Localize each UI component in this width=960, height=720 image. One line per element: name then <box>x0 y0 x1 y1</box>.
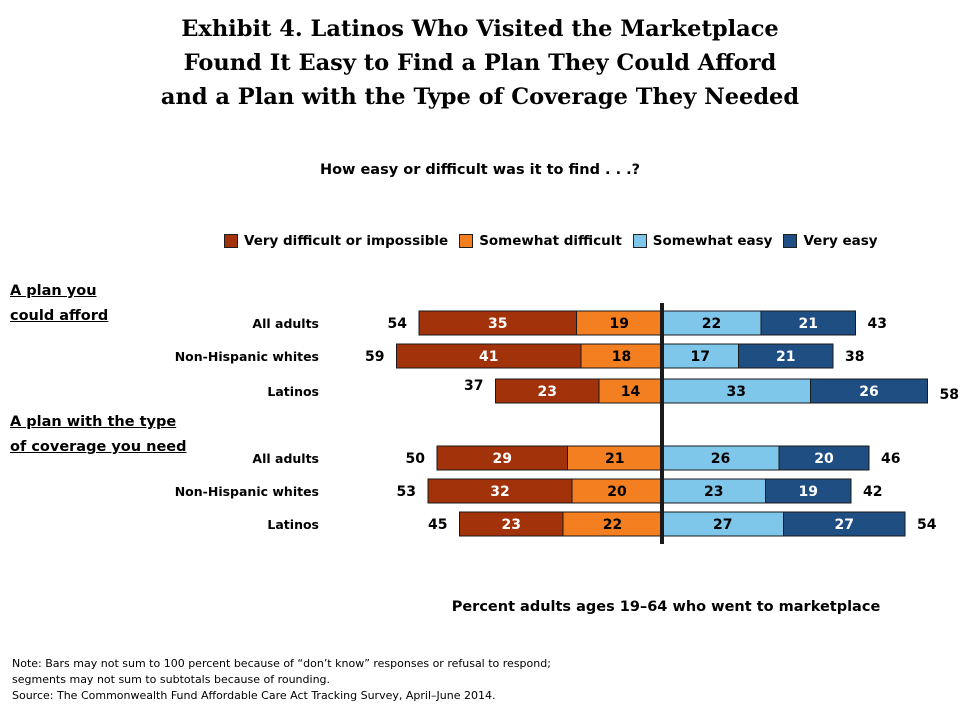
x-axis-label: Percent adults ages 19–64 who went to ma… <box>452 599 881 615</box>
bar-segment-very-easy <box>778 445 870 471</box>
title-line: Found It Easy to Find a Plan They Could … <box>183 50 777 76</box>
legend: Very difficult or impossible Somewhat di… <box>224 232 889 250</box>
note-line: segments may not sum to subtotals becaus… <box>12 673 331 686</box>
data-label: 33 <box>727 384 746 400</box>
row-label: Latinos <box>267 517 319 532</box>
total-difficult-label: 53 <box>397 484 416 500</box>
bar-segment-somewhat-difficult <box>571 478 663 504</box>
bar-segment-somewhat-easy <box>661 310 762 336</box>
total-difficult-label: 45 <box>428 517 447 533</box>
total-difficult-label: 50 <box>406 451 426 467</box>
data-label: 23 <box>502 517 521 533</box>
data-label: 14 <box>621 384 641 400</box>
group-label-line: A plan you <box>10 283 97 299</box>
legend-swatch <box>783 234 798 248</box>
data-label: 19 <box>610 316 629 332</box>
group-label-line: of coverage you need <box>10 439 187 455</box>
total-difficult-label: 59 <box>365 349 384 365</box>
bar-segment-somewhat-difficult <box>598 378 663 404</box>
legend-label: Very easy <box>803 233 878 249</box>
bar-segment-very-difficult <box>459 511 564 537</box>
data-label: 41 <box>479 349 498 365</box>
bar-segment-very-easy <box>738 343 834 369</box>
legend-label: Somewhat difficult <box>479 233 622 249</box>
group-label-line: A plan with the type <box>10 414 177 430</box>
data-label: 26 <box>859 384 878 400</box>
row-label: All adults <box>252 451 319 466</box>
bar-segment-very-easy <box>760 310 856 336</box>
data-label: 17 <box>691 349 710 365</box>
total-difficult-label: 37 <box>464 378 483 394</box>
row-label: Non-Hispanic whites <box>175 349 319 364</box>
data-label: 29 <box>493 451 512 467</box>
note-line: Note: Bars may not sum to 100 percent be… <box>12 657 551 670</box>
title-line: Exhibit 4. Latinos Who Visited the Marke… <box>181 16 779 42</box>
data-label: 22 <box>603 517 622 533</box>
data-label: 20 <box>814 451 834 467</box>
total-easy-label: 42 <box>863 484 882 500</box>
bar-segment-very-difficult <box>396 343 582 369</box>
data-label: 18 <box>612 349 631 365</box>
bar-segment-very-easy <box>810 378 928 404</box>
row-label: All adults <box>252 316 319 331</box>
footnote: Note: Bars may not sum to 100 percent be… <box>12 656 712 704</box>
bar-segment-very-easy <box>783 511 906 537</box>
group-label-coverage: A plan with the type of coverage you nee… <box>10 410 210 460</box>
legend-item-very-easy: Very easy <box>783 233 878 249</box>
data-label: 27 <box>713 517 732 533</box>
legend-item-very-difficult: Very difficult or impossible <box>224 233 448 249</box>
data-label: 21 <box>776 349 795 365</box>
data-label: 26 <box>711 451 730 467</box>
data-label: 19 <box>799 484 818 500</box>
legend-item-somewhat-easy: Somewhat easy <box>632 233 773 249</box>
row-label: Non-Hispanic whites <box>175 484 319 499</box>
bar-segment-somewhat-difficult <box>562 511 663 537</box>
chart-subtitle: How easy or difficult was it to find . .… <box>319 162 641 178</box>
legend-label: Very difficult or impossible <box>244 233 449 249</box>
title-line: and a Plan with the Type of Coverage The… <box>160 84 800 110</box>
bar-segment-very-difficult <box>418 310 577 336</box>
bar-segment-very-difficult <box>495 378 600 404</box>
data-label: 27 <box>835 517 854 533</box>
legend-swatch <box>632 234 647 248</box>
bar-segment-somewhat-difficult <box>576 310 663 336</box>
total-difficult-label: 54 <box>388 316 408 332</box>
bar-segment-very-difficult <box>436 445 568 471</box>
bar-segment-somewhat-easy <box>661 478 766 504</box>
legend-swatch <box>459 234 474 248</box>
data-label: 35 <box>488 316 507 332</box>
chart-title: Exhibit 4. Latinos Who Visited the Marke… <box>0 12 960 114</box>
total-easy-label: 54 <box>917 517 937 533</box>
bar-segment-somewhat-easy <box>661 378 811 404</box>
data-label: 22 <box>702 316 721 332</box>
legend-label: Somewhat easy <box>652 233 773 249</box>
group-label-afford: A plan you could afford <box>10 279 210 329</box>
bar-segment-somewhat-difficult <box>567 445 663 471</box>
legend-swatch <box>224 234 238 248</box>
group-label-line: could afford <box>10 308 109 324</box>
source-line: Source: The Commonwealth Fund Affordable… <box>12 689 496 702</box>
data-label: 20 <box>607 484 627 500</box>
data-label: 21 <box>605 451 624 467</box>
total-easy-label: 38 <box>845 349 864 365</box>
data-label: 21 <box>799 316 818 332</box>
total-easy-label: 43 <box>868 316 887 332</box>
bar-segment-somewhat-easy <box>661 343 739 369</box>
total-easy-label: 58 <box>940 387 959 403</box>
bar-segment-somewhat-easy <box>661 445 780 471</box>
data-label: 32 <box>490 484 509 500</box>
total-easy-label: 46 <box>881 451 900 467</box>
legend-item-somewhat-difficult: Somewhat difficult <box>459 233 622 249</box>
row-label: Latinos <box>267 384 319 399</box>
data-label: 23 <box>538 384 557 400</box>
bar-segment-very-easy <box>765 478 852 504</box>
data-label: 23 <box>704 484 723 500</box>
